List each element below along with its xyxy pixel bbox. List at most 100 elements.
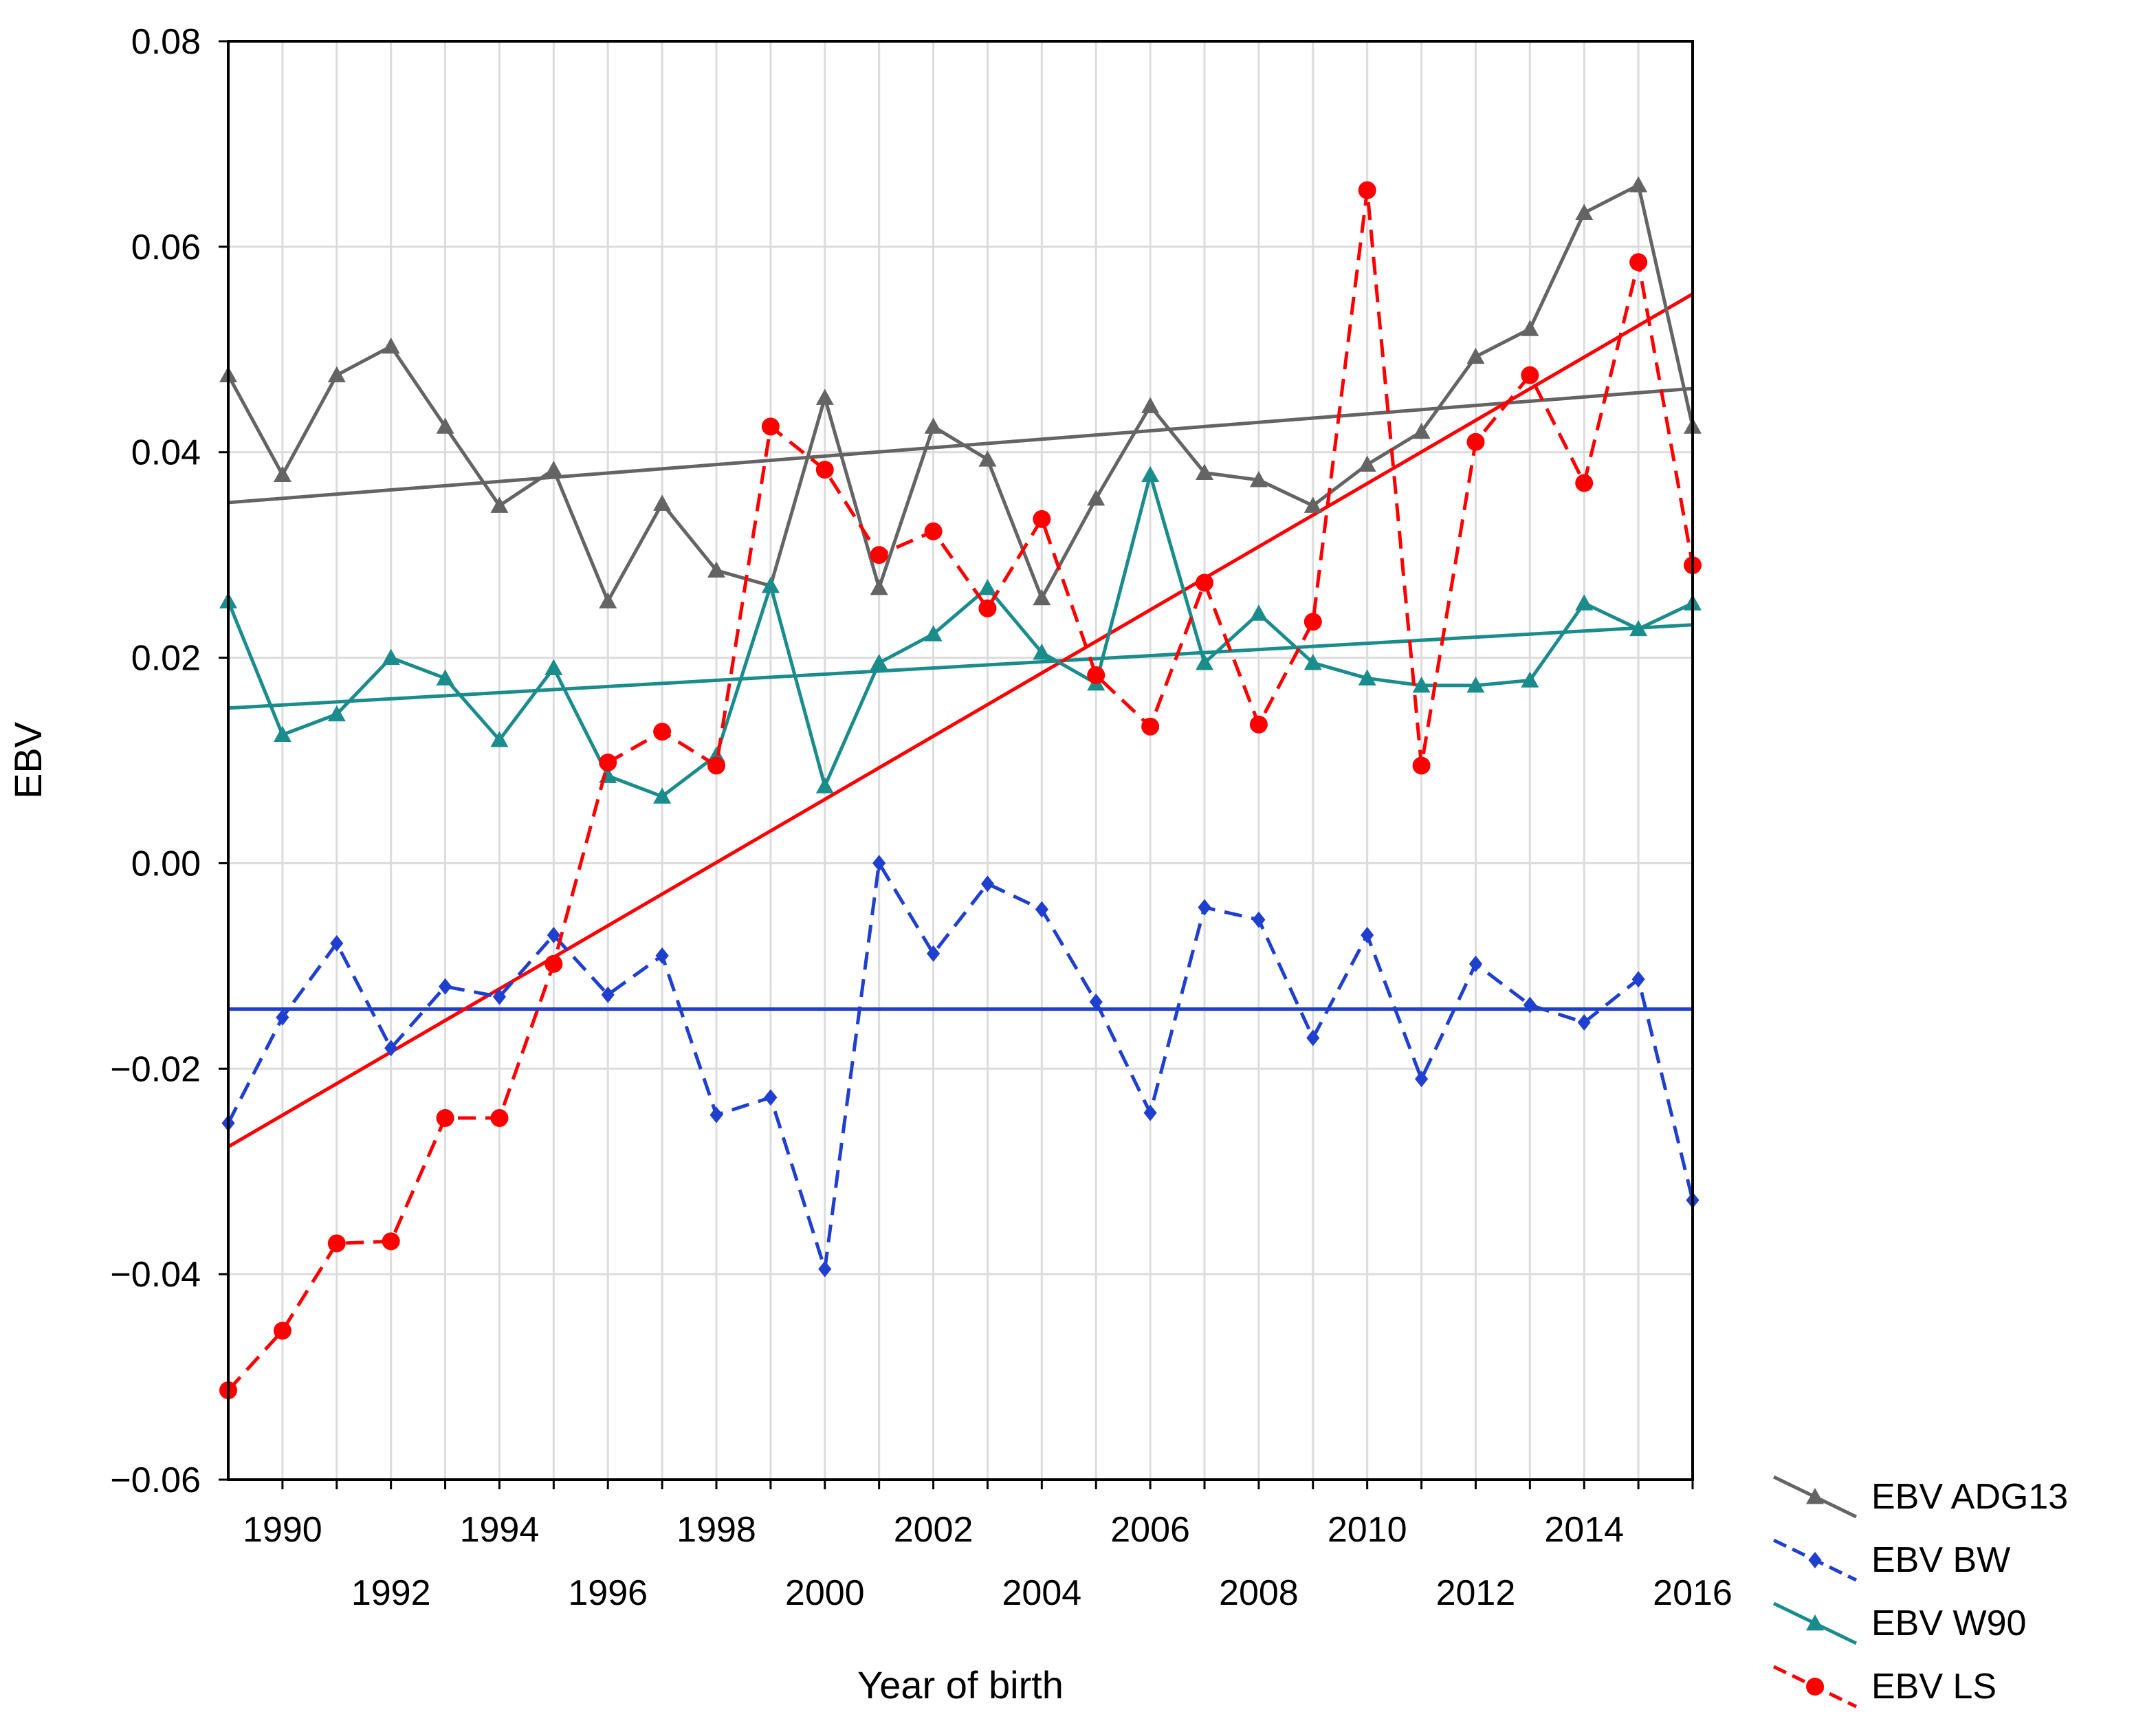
data-point — [382, 1232, 400, 1251]
data-point — [653, 723, 672, 741]
legend-item: EBV ADG13 — [1772, 1475, 2068, 1519]
data-point — [1466, 432, 1485, 451]
data-point — [544, 659, 563, 675]
data-point — [653, 494, 672, 511]
data-point — [1629, 253, 1648, 272]
legend-marker — [1808, 1552, 1822, 1568]
data-point — [492, 988, 507, 1005]
x-tick-label: 2014 — [1544, 1510, 1624, 1550]
trend-line-2 — [228, 623, 1693, 710]
data-point — [1249, 715, 1268, 734]
x-tick-label: 1998 — [676, 1510, 756, 1550]
trend-lines — [227, 292, 1694, 1149]
data-point — [1033, 589, 1051, 606]
x-tick-label: 1994 — [460, 1510, 540, 1550]
data-point — [327, 366, 346, 383]
data-point — [273, 465, 292, 482]
legend-item: EBV BW — [1772, 1538, 2010, 1582]
data-point — [980, 875, 995, 892]
x-tick-label: 2016 — [1653, 1573, 1732, 1613]
x-tick-label: 1996 — [568, 1573, 648, 1613]
data-point — [655, 947, 669, 964]
data-point — [761, 576, 780, 593]
data-point — [1033, 509, 1051, 528]
data-point — [926, 945, 940, 962]
x-tick-label: 1990 — [243, 1510, 322, 1550]
data-point — [1631, 971, 1645, 988]
data-point — [1358, 181, 1376, 199]
data-point — [1141, 717, 1160, 736]
data-point — [544, 461, 563, 477]
x-tick-label: 2000 — [785, 1573, 865, 1613]
data-point — [1143, 1104, 1157, 1121]
data-point — [436, 1109, 454, 1128]
data-point — [1304, 654, 1322, 670]
data-point — [330, 934, 344, 952]
data-point — [1523, 996, 1537, 1013]
data-point — [707, 561, 725, 578]
data-point — [1087, 666, 1106, 684]
data-point — [707, 756, 725, 775]
x-tick-label: 2010 — [1328, 1510, 1407, 1550]
x-tick-label: 1992 — [351, 1573, 431, 1613]
data-point — [327, 705, 346, 722]
series-0 — [219, 176, 1702, 609]
data-point — [601, 986, 615, 1003]
data-point — [438, 978, 452, 995]
legend-label: EBV LS — [1871, 1667, 1996, 1707]
trend-line-3 — [227, 292, 1694, 1149]
data-point — [764, 1089, 778, 1106]
data-point — [544, 954, 563, 973]
data-point — [1198, 899, 1211, 916]
legend-label: EBV W90 — [1871, 1603, 2026, 1643]
x-tick-label: 2012 — [1436, 1573, 1516, 1613]
data-point — [818, 1260, 832, 1278]
y-axis-ticks: 0.08 0.06 0.04 0.02 0.00 −0.02 −0.04 −0.06 — [110, 22, 228, 1500]
data-point — [382, 648, 400, 665]
data-point — [436, 669, 454, 686]
data-point — [1468, 955, 1483, 972]
data-point — [1629, 620, 1648, 637]
data-point — [384, 1040, 398, 1057]
legend-label: EBV ADG13 — [1871, 1477, 2068, 1517]
data-point — [1575, 474, 1594, 492]
data-point — [924, 522, 943, 540]
data-point — [870, 546, 888, 564]
data-series — [219, 176, 1702, 1399]
data-point — [1249, 471, 1268, 487]
legend-marker — [1806, 1614, 1824, 1631]
x-tick-label: 2002 — [894, 1510, 974, 1550]
data-point — [1466, 347, 1485, 364]
data-point — [872, 855, 886, 872]
data-point — [382, 337, 400, 354]
grid-lines — [228, 40, 1694, 1481]
series-2 — [219, 465, 1702, 804]
data-point — [978, 599, 997, 617]
data-point — [1252, 911, 1266, 928]
data-point — [1196, 463, 1213, 480]
data-point — [978, 450, 997, 467]
data-point — [1466, 676, 1485, 693]
data-point — [1412, 756, 1431, 775]
data-point — [978, 578, 997, 595]
series-line — [226, 473, 1694, 798]
legend-label: EBV BW — [1871, 1540, 2010, 1580]
data-point — [1361, 927, 1374, 944]
data-point — [1306, 1029, 1320, 1046]
data-point — [924, 625, 943, 642]
legend: EBV ADG13 EBV BW EBV W90 EBV LS — [1772, 1475, 2068, 1709]
y-tick-label: −0.02 — [110, 1049, 201, 1089]
data-point — [870, 578, 888, 595]
data-point — [1196, 654, 1213, 670]
x-axis-ticks: 1990 1994 1998 2002 2006 2010 2014 1992 1996 2000… — [243, 1480, 1732, 1613]
series-1 — [221, 855, 1700, 1278]
x-tick-label: 2006 — [1110, 1510, 1190, 1550]
y-tick-label: 0.06 — [131, 228, 201, 267]
data-point — [436, 417, 454, 434]
data-point — [1089, 994, 1103, 1011]
data-point — [1521, 671, 1539, 688]
legend-item: EBV W90 — [1772, 1601, 2026, 1645]
data-point — [1575, 204, 1594, 220]
x-axis-title: Year of birth — [857, 1663, 1064, 1707]
